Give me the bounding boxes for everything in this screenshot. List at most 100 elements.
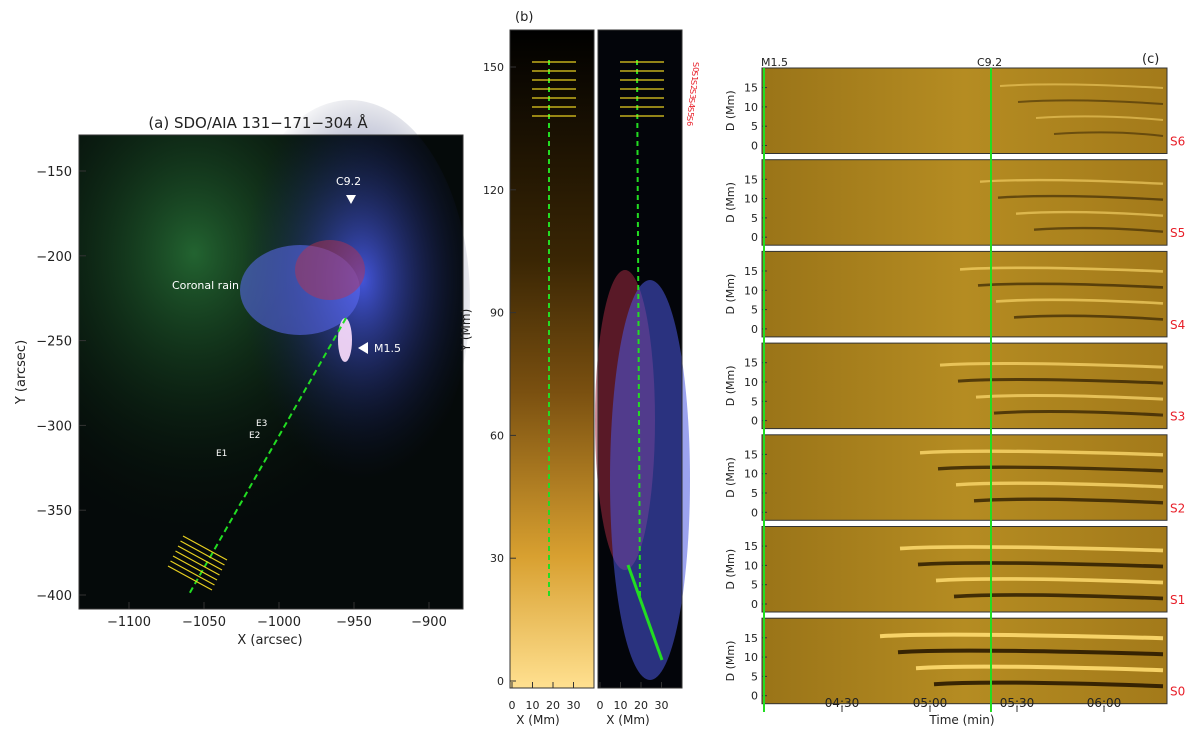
panel-b-ytick-label: 0 [497,675,504,688]
td-streak [899,545,1164,553]
panel-b-slit-label: S0 [691,62,700,72]
panel-b-xtick-label: 0 [509,699,516,712]
td-streak [917,561,1164,569]
td-ylabel: D (Mm) [724,457,737,498]
panel-a-yellow-slit [180,540,225,566]
panel-b-ytick-label: 150 [483,61,504,74]
td-ytick-label: 0 [751,140,758,153]
panel-a-xlabel: X (arcsec) [237,633,302,648]
panel-b-left-frame [509,29,595,689]
panel-c-rows: 0 5 10 15 D (Mm) S6 0 5 10 15 D (Mm) S5 0 5 10 15 D (Mm)… [724,67,1185,705]
label-coronal-rain: Coronal rain [172,279,239,292]
td-ytick-label: 10 [744,376,758,389]
panel-a-ytick-label: −150 [36,165,72,180]
td-row-label: S2 [1170,501,1185,515]
panel-a-yellow-slit [177,545,223,571]
td-map-s1 [762,526,1167,612]
td-ytick-label: 10 [744,468,758,481]
td-streak [879,632,1164,641]
panel-b-xlabel-left: X (Mm) [516,713,559,727]
panel-b-slit-label: S1 [690,71,699,81]
panel-a-loops [240,245,360,335]
panel-a-title: (a) SDO/AIA 131−171−304 Å [148,113,368,132]
panel-c-label-m15: M1.5 [761,56,788,69]
td-map-s2 [762,434,1167,521]
td-ytick-label: 5 [751,395,758,408]
td-row-label: S5 [1170,226,1185,240]
td-map-s4 [762,251,1167,337]
td-streak [897,648,1164,657]
panel-a-ytick-label: −400 [36,589,72,604]
td-streak [919,449,1164,457]
panel-c-xtick-label: 05:30 [1000,696,1035,710]
td-streak [1033,226,1164,233]
panel-b-ytick-label: 30 [490,552,504,565]
td-ytick-label: 15 [744,632,758,645]
panel-a-yellow-slit [167,565,213,591]
panel-b-right-green-loop [626,564,664,661]
panel-c-xtick-label: 06:00 [1087,696,1122,710]
label-e1: E1 [216,449,227,459]
panel-b-ytick-label: 90 [490,307,504,320]
td-frame [761,159,1168,246]
td-row-label: S6 [1170,135,1185,149]
td-ytick-label: 15 [744,82,758,95]
panel-a-yellow-slit [182,535,228,561]
panel-a-yellow-slit [175,550,220,576]
panel-b-xtick-label: 10 [614,699,628,712]
td-frame [761,342,1168,430]
td-streak [1017,99,1164,105]
label-e3: E3 [256,419,267,429]
td-ytick-label: 0 [751,690,758,703]
td-ytick-label: 10 [744,651,758,664]
td-ytick-label: 10 [744,559,758,572]
panel-b-xtick-label: 30 [655,699,669,712]
td-ytick-label: 15 [744,448,758,461]
td-streak [933,680,1164,689]
panel-a-ytick-label: −200 [36,250,72,265]
panel-a-flare [338,318,352,362]
td-map-s3 [762,343,1167,429]
td-streak [915,664,1164,673]
td-streak [977,282,1164,289]
panel-a: C9.2 M1.5 Coronal rain E3 E2 E1 −1100 −10… [14,100,470,648]
panel-b-yticks: 0 30 60 90 120 150 [483,61,516,688]
td-ytick-label: 0 [751,598,758,611]
td-ylabel: D (Mm) [724,182,737,223]
td-ytick-label: 10 [744,101,758,114]
panel-c-label-c92: C9.2 [977,56,1002,69]
panel-c-xtick-label: 05:00 [913,696,948,710]
label-c92: C9.2 [336,175,361,188]
panel-b-title: (b) [515,10,533,25]
panel-b-yellow-slits [532,61,664,117]
m15-marker-icon [358,342,368,354]
panel-c-xticks: 04:30 05:00 05:30 06:00 [825,696,1122,712]
td-streak [973,497,1164,505]
td-row-label: S3 [1170,410,1185,424]
td-map-s5 [762,159,1167,246]
panel-b-xtick-label: 30 [567,699,581,712]
panel-c-title: (c) [1142,52,1159,67]
td-frame [761,526,1168,613]
td-streak [957,378,1164,385]
td-frame [761,67,1168,154]
td-ytick-label: 5 [751,487,758,500]
td-ytick-label: 0 [751,415,758,428]
td-ylabel: D (Mm) [724,641,737,682]
td-ytick-label: 15 [744,540,758,553]
panel-a-ytick-label: −300 [36,419,72,434]
panel-b-slit-label: S3 [688,89,697,99]
td-streak [953,593,1164,601]
panel-a-frame [78,134,464,610]
panel-b-xtick-label: 20 [634,699,648,712]
td-ylabel: D (Mm) [724,549,737,590]
td-streak [937,465,1164,473]
td-ytick-label: 15 [744,173,758,186]
td-streak [959,266,1164,273]
td-ytick-label: 5 [751,212,758,225]
td-streak [955,481,1164,489]
td-map-s0 [762,618,1167,704]
td-ytick-label: 10 [744,193,758,206]
